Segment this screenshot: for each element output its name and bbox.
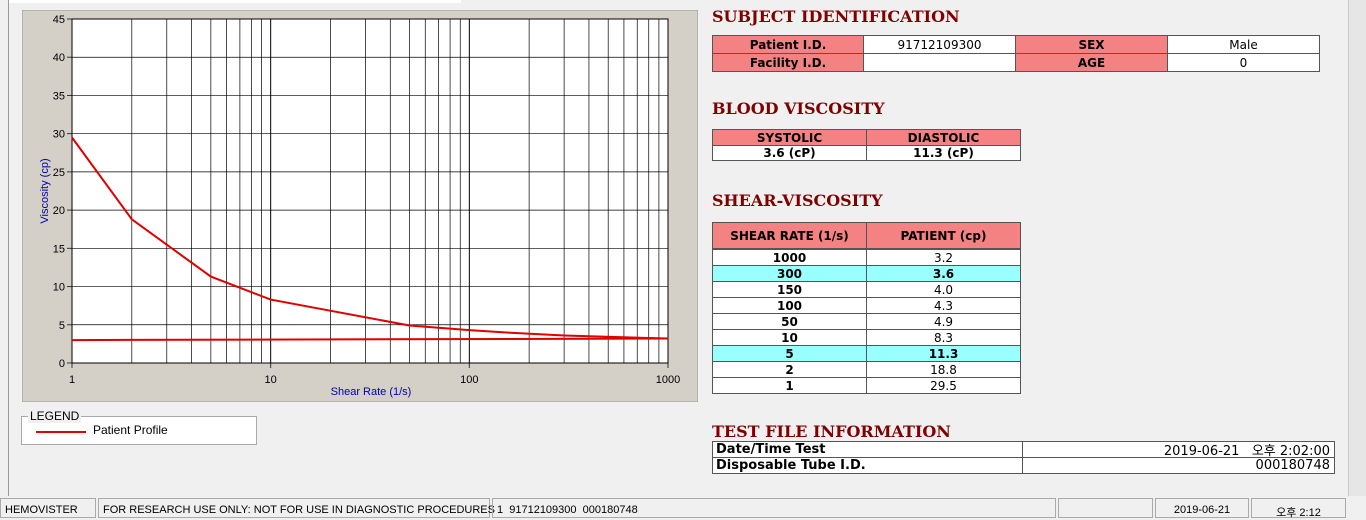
label-cell: Patient I.D.	[712, 35, 864, 54]
x-tick-label: 100	[460, 374, 478, 386]
table-cell: 10	[712, 329, 867, 346]
legend-swatch	[36, 431, 86, 433]
y-tick-label: 30	[53, 129, 65, 141]
table-cell: 4.0	[866, 281, 1021, 298]
table-cell: 50	[712, 313, 867, 330]
y-tick-label: 10	[53, 282, 65, 294]
header-cell: PATIENT (cp)	[866, 222, 1021, 249]
section-title: SUBJECT IDENTIFICATION	[712, 7, 960, 26]
legend: LEGEND Patient Profile	[21, 409, 257, 445]
value-cell: 0	[1167, 53, 1320, 72]
y-tick-label: 20	[53, 205, 65, 217]
table-cell: 5	[712, 345, 867, 362]
status-cell	[1058, 498, 1153, 518]
label-cell: Date/Time Test	[712, 441, 1023, 458]
status-cell: 2019-06-21	[1155, 498, 1249, 518]
table-cell: 2	[712, 361, 867, 378]
table-cell: 1	[712, 377, 867, 394]
x-tick-label: 1	[69, 374, 75, 386]
table-cell: 300	[712, 265, 867, 282]
plot-area	[72, 19, 668, 363]
status-cell: 1 91712109300 000180748	[492, 498, 1056, 518]
value-cell: 2019-06-21 오후 2:02:00	[1022, 441, 1335, 459]
data-line	[71, 136, 669, 342]
x-tick-label: 1000	[656, 374, 680, 386]
table-cell: 8.3	[866, 329, 1021, 346]
y-tick-label: 35	[53, 90, 65, 102]
y-tick-label: 25	[53, 167, 65, 179]
status-cell: HEMOVISTER	[0, 498, 96, 518]
top-strip	[9, 0, 461, 3]
value-cell: 3.6 (cP)	[712, 145, 867, 161]
header-cell: SHEAR RATE (1/s)	[712, 222, 867, 249]
scrollbar	[1348, 0, 1366, 496]
legend-label: Patient Profile	[93, 423, 168, 437]
header-cell: DIASTOLIC	[866, 129, 1021, 146]
table-cell: 18.8	[866, 361, 1021, 378]
status-cell: FOR RESEARCH USE ONLY: NOT FOR USE IN DI…	[98, 498, 495, 518]
table-cell: 3.6	[866, 265, 1021, 282]
label-cell: AGE	[1015, 53, 1168, 72]
y-tick-label: 0	[59, 358, 65, 370]
table-cell: 4.9	[866, 313, 1021, 330]
y-tick-label: 45	[53, 14, 65, 26]
y-tick-label: 40	[53, 52, 65, 64]
label-cell: SEX	[1015, 35, 1168, 54]
value-cell: 11.3 (cP)	[866, 145, 1021, 161]
table-cell: 4.3	[866, 297, 1021, 314]
label-cell: Disposable Tube I.D.	[712, 457, 1023, 474]
y-axis-label: Viscosity (cp)	[39, 158, 51, 223]
header-cell: SYSTOLIC	[712, 129, 867, 146]
section-title: TEST FILE INFORMATION	[712, 422, 951, 441]
value-cell: 000180748	[1022, 457, 1335, 474]
window-edge	[8, 0, 9, 496]
plot-border	[71, 18, 669, 364]
y-tick-label: 15	[53, 243, 65, 255]
status-cell: 오후 2:12	[1251, 498, 1346, 519]
value-cell: Male	[1167, 35, 1320, 54]
table-cell: 100	[712, 297, 867, 314]
y-tick-label: 5	[59, 320, 65, 332]
value-cell: 91712109300	[863, 35, 1016, 54]
table-cell: 29.5	[866, 377, 1021, 394]
value-cell	[863, 53, 1016, 72]
table-cell: 3.2	[866, 249, 1021, 266]
chart: Shear Rate (1/s) Viscosity (cp) 0 5 10 15 20…	[22, 10, 698, 402]
section-title: SHEAR-VISCOSITY	[712, 191, 883, 210]
table-cell: 1000	[712, 249, 867, 266]
x-tick-label: 10	[265, 374, 277, 386]
legend-title: LEGEND	[28, 409, 82, 423]
table-cell: 11.3	[866, 345, 1021, 362]
x-axis-label: Shear Rate (1/s)	[331, 386, 412, 398]
label-cell: Facility I.D.	[712, 53, 864, 72]
section-title: BLOOD VISCOSITY	[712, 99, 885, 118]
table-cell: 150	[712, 281, 867, 298]
